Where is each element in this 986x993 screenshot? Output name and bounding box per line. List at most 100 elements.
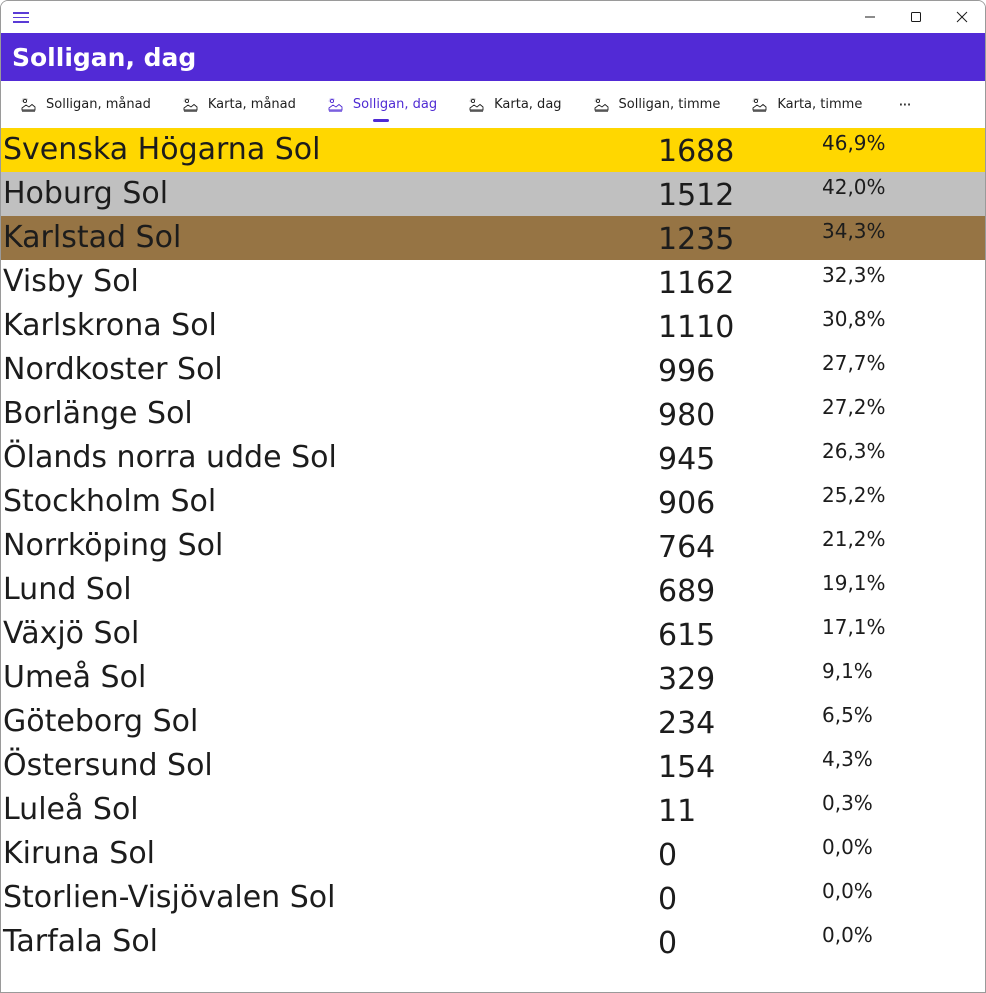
active-tab-indicator (372, 119, 389, 122)
tab-karta-dag[interactable]: Karta, dag (469, 81, 562, 128)
station-name: Karlskrona Sol (3, 308, 217, 343)
tab-karta-månad[interactable]: Karta, månad (183, 81, 296, 128)
tab-solligan-månad[interactable]: Solligan, månad (21, 81, 151, 128)
station-name: Norrköping Sol (3, 528, 224, 563)
sunshine-percent: 17,1% (822, 615, 886, 639)
title-bar (1, 1, 985, 33)
sunshine-value: 1110 (658, 310, 735, 345)
station-row: Visby Sol 1162 32,3% (1, 260, 985, 304)
sunshine-percent: 0,0% (822, 923, 873, 947)
sun-landscape-icon (752, 97, 767, 112)
station-row: Lund Sol 689 19,1% (1, 568, 985, 612)
station-name: Lund Sol (3, 572, 132, 607)
sunshine-value: 0 (658, 838, 678, 873)
sunshine-percent: 4,3% (822, 747, 873, 771)
sunshine-value: 0 (658, 882, 678, 917)
sunshine-value: 945 (658, 442, 716, 477)
station-name: Nordkoster Sol (3, 352, 223, 387)
sunshine-percent: 26,3% (822, 439, 886, 463)
sunshine-percent: 30,8% (822, 307, 886, 331)
sunshine-percent: 0,0% (822, 879, 873, 903)
sunshine-percent: 6,5% (822, 703, 873, 727)
close-button[interactable] (939, 1, 985, 33)
page-title: Solligan, dag (12, 42, 197, 72)
station-row: Umeå Sol 329 9,1% (1, 656, 985, 700)
tab-label: Karta, månad (207, 97, 296, 112)
sun-landscape-icon (328, 97, 343, 112)
station-name: Karlstad Sol (3, 220, 182, 255)
tab-label: Karta, timme (777, 97, 863, 112)
station-name: Visby Sol (3, 264, 139, 299)
station-row: Svenska Högarna Sol 1688 46,9% (1, 128, 985, 172)
maximize-button[interactable] (893, 1, 939, 33)
sunshine-percent: 21,2% (822, 527, 886, 551)
tab-karta-timme[interactable]: Karta, timme (752, 81, 862, 128)
tab-label: Solligan, månad (46, 97, 151, 112)
sunshine-value: 329 (658, 662, 716, 697)
sunshine-value: 11 (658, 794, 697, 829)
station-row: Luleå Sol 11 0,3% (1, 788, 985, 832)
sunshine-value: 1688 (658, 134, 735, 169)
tab-label: Solligan, timme (618, 97, 721, 112)
page-header: Solligan, dag (1, 33, 985, 81)
sun-landscape-icon (469, 97, 484, 112)
sunshine-value: 1235 (658, 222, 735, 257)
station-row: Ölands norra udde Sol 945 26,3% (1, 436, 985, 480)
station-name: Växjö Sol (3, 616, 140, 651)
sunshine-percent: 27,7% (822, 351, 886, 375)
sunshine-value: 980 (658, 398, 716, 433)
station-name: Umeå Sol (3, 660, 147, 695)
sunshine-value: 689 (658, 574, 716, 609)
more-tabs-button[interactable]: ··· (898, 95, 911, 114)
station-row: Växjö Sol 615 17,1% (1, 612, 985, 656)
station-row: Karlstad Sol 1235 34,3% (1, 216, 985, 260)
station-row: Göteborg Sol 234 6,5% (1, 700, 985, 744)
station-row: Storlien-Visjövalen Sol 0 0,0% (1, 876, 985, 920)
sunshine-value: 906 (658, 486, 716, 521)
tab-label: Karta, dag (494, 97, 562, 112)
sunshine-percent: 42,0% (822, 175, 886, 199)
station-name: Göteborg Sol (3, 704, 199, 739)
station-name: Ölands norra udde Sol (3, 440, 337, 475)
station-ranking-list: Svenska Högarna Sol 1688 46,9% Hoburg Sol 15… (1, 128, 985, 964)
station-name: Stockholm Sol (3, 484, 217, 519)
station-row: Östersund Sol 154 4,3% (1, 744, 985, 788)
sunshine-percent: 32,3% (822, 263, 886, 287)
maximize-icon (911, 12, 921, 22)
station-row: Borlänge Sol 980 27,2% (1, 392, 985, 436)
minimize-button[interactable] (847, 1, 893, 33)
station-name: Svenska Högarna Sol (3, 132, 321, 167)
sunshine-percent: 27,2% (822, 395, 886, 419)
station-name: Kiruna Sol (3, 836, 156, 871)
sunshine-value: 0 (658, 926, 678, 961)
tab-bar: Solligan, månad Karta, månad Solligan, d… (1, 81, 985, 128)
tab-solligan-timme[interactable]: Solligan, timme (594, 81, 721, 128)
sunshine-value: 764 (658, 530, 716, 565)
station-row: Hoburg Sol 1512 42,0% (1, 172, 985, 216)
sunshine-percent: 0,3% (822, 791, 873, 815)
station-name: Hoburg Sol (3, 176, 169, 211)
station-name: Storlien-Visjövalen Sol (3, 880, 336, 915)
sun-landscape-icon (183, 97, 198, 112)
sunshine-value: 1162 (658, 266, 735, 301)
station-name: Tarfala Sol (3, 924, 159, 959)
sunshine-value: 1512 (658, 178, 735, 213)
sun-landscape-icon (594, 97, 608, 112)
station-name: Östersund Sol (3, 748, 213, 783)
tab-label: Solligan, dag (352, 97, 438, 112)
minimize-icon (865, 16, 875, 18)
sunshine-percent: 19,1% (822, 571, 886, 595)
station-row: Karlskrona Sol 1110 30,8% (1, 304, 985, 348)
station-name: Luleå Sol (3, 792, 139, 827)
sunshine-value: 996 (658, 354, 716, 389)
sunshine-value: 154 (658, 750, 716, 785)
station-row: Kiruna Sol 0 0,0% (1, 832, 985, 876)
tab-solligan-dag[interactable]: Solligan, dag (328, 81, 437, 128)
sunshine-percent: 25,2% (822, 483, 886, 507)
hamburger-menu-icon[interactable] (13, 10, 31, 24)
sunshine-percent: 46,9% (822, 131, 886, 155)
station-name: Borlänge Sol (3, 396, 193, 431)
sunshine-value: 615 (658, 618, 716, 653)
sunshine-percent: 34,3% (822, 219, 886, 243)
